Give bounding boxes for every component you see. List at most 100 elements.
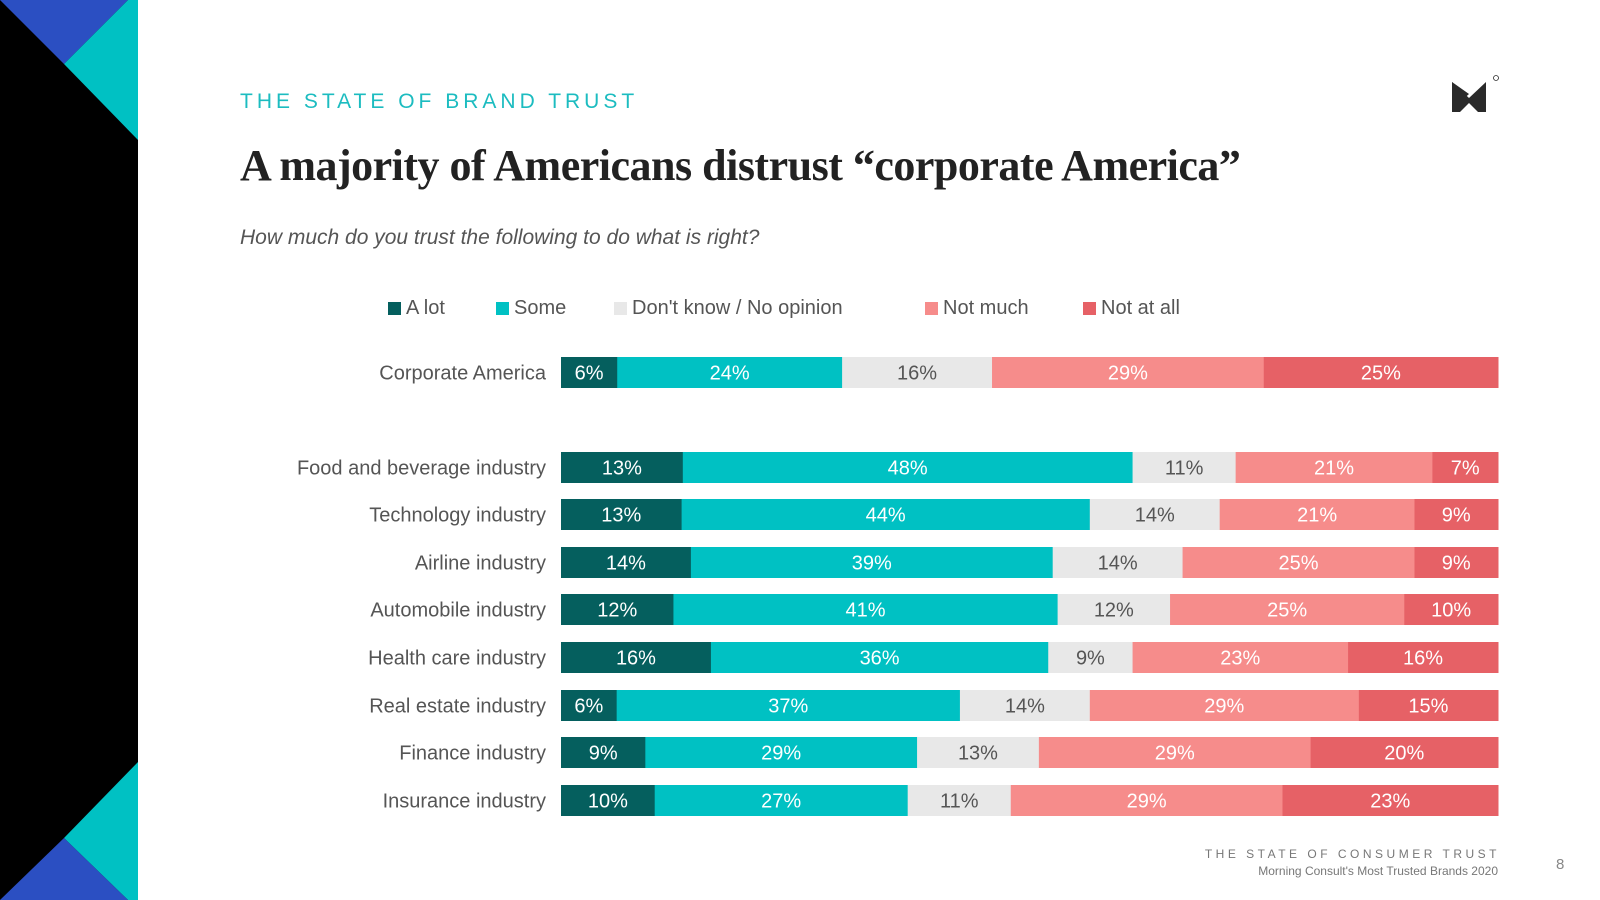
bar-segment-not-much <box>1089 690 1360 721</box>
data-label: 48% <box>888 458 928 480</box>
category-label: Finance industry <box>399 743 546 765</box>
data-label: 36% <box>860 648 900 670</box>
sidebar-bottom-blue-triangle <box>0 838 128 900</box>
legend-swatch <box>614 302 627 315</box>
footer-report-title: THE STATE OF CONSUMER TRUST <box>1204 847 1500 861</box>
bar-row-technology-industry: Technology industry 13% 44% 14% 21% 9% <box>369 499 1499 530</box>
data-label: 20% <box>1384 743 1424 765</box>
data-label: 16% <box>1403 648 1443 670</box>
bar-segment-not-at-all <box>1404 594 1499 625</box>
data-label: 14% <box>1098 553 1138 575</box>
data-label: 29% <box>1108 363 1148 385</box>
bar-segment-some <box>710 642 1049 673</box>
bar-segment-not-much <box>1132 642 1349 673</box>
sidebar-bottom-teal-triangle <box>64 762 138 900</box>
legend-swatch <box>496 302 509 315</box>
category-label: Automobile industry <box>370 600 546 622</box>
data-label: 25% <box>1279 553 1319 575</box>
legend-item-a-lot: A lot <box>388 297 445 320</box>
legend-label: A lot <box>406 297 445 319</box>
bar-segment-some <box>690 547 1054 578</box>
data-label: 14% <box>1135 505 1175 527</box>
data-label: 41% <box>846 600 886 622</box>
decorative-sidebar <box>0 0 138 900</box>
data-label: 14% <box>1005 696 1045 718</box>
legend-label: Not at all <box>1101 297 1180 319</box>
bar-segment-not-at-all <box>1263 357 1499 388</box>
legend-item-not-much: Not much <box>925 297 1029 320</box>
bar-segment-a-lot <box>561 452 684 483</box>
legend-label: Not much <box>943 297 1029 319</box>
bar-segment-don-t-know-no-opinion <box>917 737 1040 768</box>
data-label: 9% <box>589 743 618 765</box>
data-label: 39% <box>852 553 892 575</box>
data-label: 13% <box>602 458 642 480</box>
bar-segment-not-much <box>1038 737 1312 768</box>
data-label: 23% <box>1220 648 1260 670</box>
bar-segment-not-at-all <box>1282 785 1499 816</box>
bar-segment-not-much <box>992 357 1265 388</box>
bar-segment-not-at-all <box>1414 499 1499 530</box>
bar-segment-not-at-all <box>1358 690 1499 721</box>
data-label: 6% <box>574 696 603 718</box>
bar-row-real-estate-industry: Real estate industry 6% 37% 14% 29% 15% <box>369 690 1499 721</box>
data-label: 7% <box>1451 458 1480 480</box>
bar-segment-not-much <box>1010 785 1283 816</box>
bar-segment-don-t-know-no-opinion <box>1057 594 1171 625</box>
bar-segment-some <box>616 690 961 721</box>
bar-segment-not-at-all <box>1414 547 1499 578</box>
bar-segment-a-lot <box>561 499 683 530</box>
bar-segment-don-t-know-no-opinion <box>1048 642 1134 673</box>
bar-segment-some <box>654 785 909 816</box>
sidebar-top-teal-triangle <box>64 0 138 140</box>
bar-segment-a-lot <box>561 690 618 721</box>
data-label: 13% <box>958 743 998 765</box>
data-label: 29% <box>761 743 801 765</box>
bar-segment-not-much <box>1219 499 1416 530</box>
category-label: Health care industry <box>368 648 546 670</box>
bar-segment-don-t-know-no-opinion <box>1089 499 1221 530</box>
bar-row-finance-industry: Finance industry 9% 29% 13% 29% 20% <box>399 737 1499 768</box>
legend-swatch <box>925 302 938 315</box>
data-label: 9% <box>1442 505 1471 527</box>
legend-swatch <box>1083 302 1096 315</box>
category-label: Technology industry <box>369 505 546 527</box>
data-label: 21% <box>1314 458 1354 480</box>
category-label: Real estate industry <box>369 696 546 718</box>
bar-segment-don-t-know-no-opinion <box>1132 452 1237 483</box>
data-label: 9% <box>1442 553 1471 575</box>
bar-segment-a-lot <box>561 594 674 625</box>
data-label: 37% <box>768 696 808 718</box>
bar-segment-a-lot <box>561 737 646 768</box>
data-label: 24% <box>710 363 750 385</box>
page-title: A majority of Americans distrust “corpor… <box>240 141 1241 190</box>
bar-row-airline-industry: Airline industry 14% 39% 14% 25% 9% <box>415 547 1499 578</box>
bar-segment-not-at-all <box>1432 452 1499 483</box>
data-label: 25% <box>1267 600 1307 622</box>
chart-legend: A lot Some Don't know / No opinion Not much… <box>0 297 1600 323</box>
bar-segment-a-lot <box>561 547 692 578</box>
bar-segment-don-t-know-no-opinion <box>907 785 1012 816</box>
data-label: 12% <box>597 600 637 622</box>
legend-item-not-at-all: Not at all <box>1083 297 1180 320</box>
bar-segment-not-much <box>1235 452 1433 483</box>
bar-segment-a-lot <box>561 642 712 673</box>
category-label: Food and beverage industry <box>297 458 546 480</box>
bar-segment-not-at-all <box>1348 642 1499 673</box>
bar-segment-don-t-know-no-opinion <box>959 690 1091 721</box>
data-label: 12% <box>1094 600 1134 622</box>
data-label: 27% <box>761 791 801 813</box>
bar-row-food-and-beverage-industry: Food and beverage industry 13% 48% 11% 21% 7% <box>297 452 1499 483</box>
data-label: 25% <box>1361 363 1401 385</box>
legend-item-don-t-know-no-opinion: Don't know / No opinion <box>614 297 843 320</box>
morning-consult-logo-icon <box>1452 75 1499 112</box>
data-label: 11% <box>1165 458 1204 480</box>
legend-swatch <box>388 302 401 315</box>
data-label: 15% <box>1408 696 1448 718</box>
page-number: 8 <box>1556 856 1565 873</box>
data-label: 29% <box>1155 743 1195 765</box>
bar-segment-some <box>673 594 1059 625</box>
bar-row-automobile-industry: Automobile industry 12% 41% 12% 25% 10% <box>370 594 1499 625</box>
data-label: 16% <box>616 648 656 670</box>
data-label: 10% <box>588 791 628 813</box>
